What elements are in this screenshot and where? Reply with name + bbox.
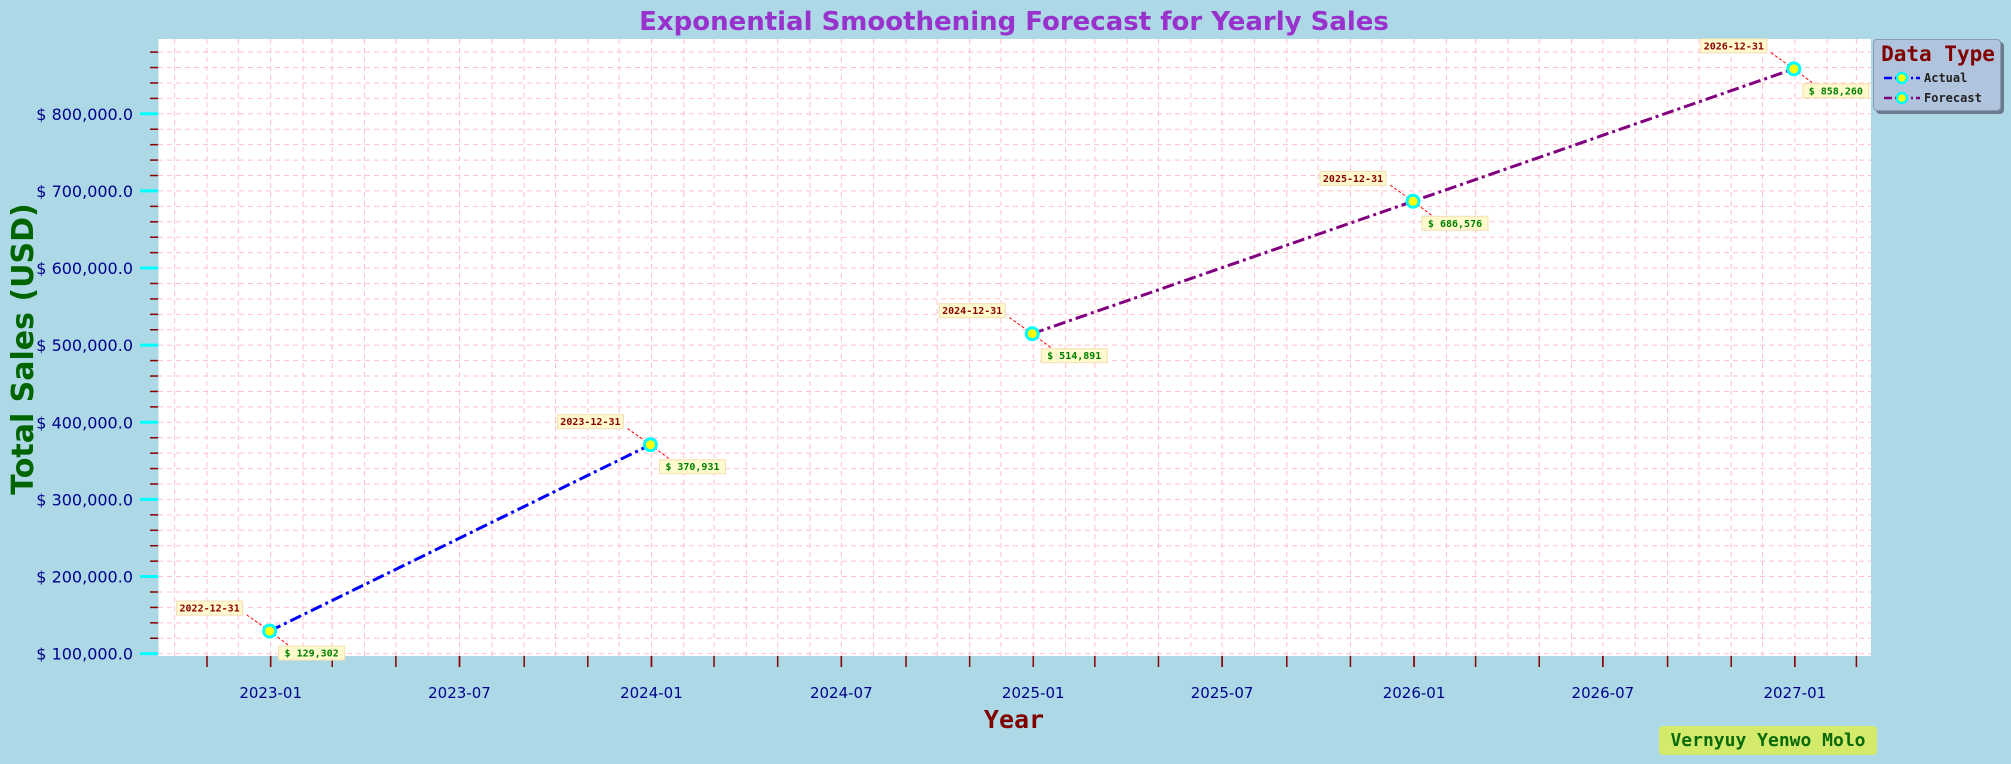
date-annotation-box [938,303,1006,319]
x-tick-label: 2026-01 [1383,684,1446,702]
value-annotation-arrow [1793,68,1815,85]
y-tick-label: $ 500,000.0 [36,336,133,355]
data-point-marker [1786,61,1802,77]
grid [158,39,1871,656]
value-annotation-label: $ 686,576 [1428,219,1482,230]
date-annotation-box [176,600,244,616]
chart-title: Exponential Smoothening Forecast for Yea… [639,7,1389,37]
x-tick-label: 2025-07 [1191,684,1254,702]
value-annotation-arrow [1031,333,1053,350]
y-tick-label: $ 800,000.0 [36,105,133,124]
axes: 2023-01 2023-07 2024-01 2024-07 2025-01 2025-… [36,39,1858,702]
y-tick-label: $ 300,000.0 [36,490,133,509]
legend-entry-actual: Actual [1884,70,1999,86]
data-point-marker [262,623,278,639]
value-annotation-label: $ 858,260 [1809,86,1863,97]
legend-actual-swatch [1884,71,1920,85]
annotations: 2022-12-31 $ 129,302 2023-12-31 $ 370,931 20… [176,38,1870,661]
data-point-marker [1024,326,1040,342]
value-annotation-box [1802,83,1870,99]
value-annotation-box [1040,348,1108,364]
value-annotation-arrow [650,444,671,461]
series-line-forecast [1031,67,1795,336]
y-tick-label: $ 600,000.0 [36,259,133,278]
date-annotation-box [1319,170,1387,186]
x-tick-label: 2026-07 [1572,684,1635,702]
y-axis-label: Total Sales (USD) [6,203,41,494]
value-annotation-box [1421,215,1489,231]
value-annotation-arrow [269,630,290,647]
x-tick-label: 2027-01 [1763,684,1826,702]
data-point-marker [642,437,658,453]
author-watermark: Vernyuy Yenwo Molo [1659,726,1877,755]
y-tick-label: $ 100,000.0 [36,645,133,664]
value-annotation-box [658,459,726,475]
data-point-marker [1405,193,1421,209]
value-annotation-label: $ 514,891 [1047,351,1101,362]
series-line-actual [268,443,652,633]
date-annotation-label: 2022-12-31 [180,604,240,615]
value-annotation-arrow [1412,200,1434,217]
date-annotation-label: 2026-12-31 [1704,41,1764,52]
x-tick-label: 2024-01 [620,684,683,702]
legend: Data Type Actual Forecast [1873,39,2001,111]
x-tick-label: 2023-07 [428,684,491,702]
date-annotation-label: 2024-12-31 [942,306,1002,317]
legend-forecast-swatch [1884,91,1920,105]
value-annotation-box [278,645,346,661]
y-tick-label: $ 700,000.0 [36,182,133,201]
series-lines [268,67,1795,633]
x-tick-label: 2025-01 [1002,684,1065,702]
value-annotation-label: $ 129,302 [285,649,339,660]
y-tick-label: $ 400,000.0 [36,413,133,432]
x-tick-label: 2023-01 [239,684,302,702]
date-annotation-box [1700,38,1768,54]
legend-label-forecast: Forecast [1924,91,1982,105]
legend-label-actual: Actual [1924,71,1968,85]
date-annotation-box [556,414,624,430]
x-axis-label: Year [984,705,1044,734]
value-annotation-label: $ 370,931 [665,462,719,473]
date-annotation-label: 2025-12-31 [1323,174,1383,185]
legend-entry-forecast: Forecast [1884,90,1999,106]
y-tick-label: $ 200,000.0 [36,568,133,587]
x-tick-label: 2024-07 [810,684,873,702]
markers [262,61,1802,639]
date-annotation-label: 2023-12-31 [560,417,620,428]
legend-title: Data Type [1881,42,1995,66]
